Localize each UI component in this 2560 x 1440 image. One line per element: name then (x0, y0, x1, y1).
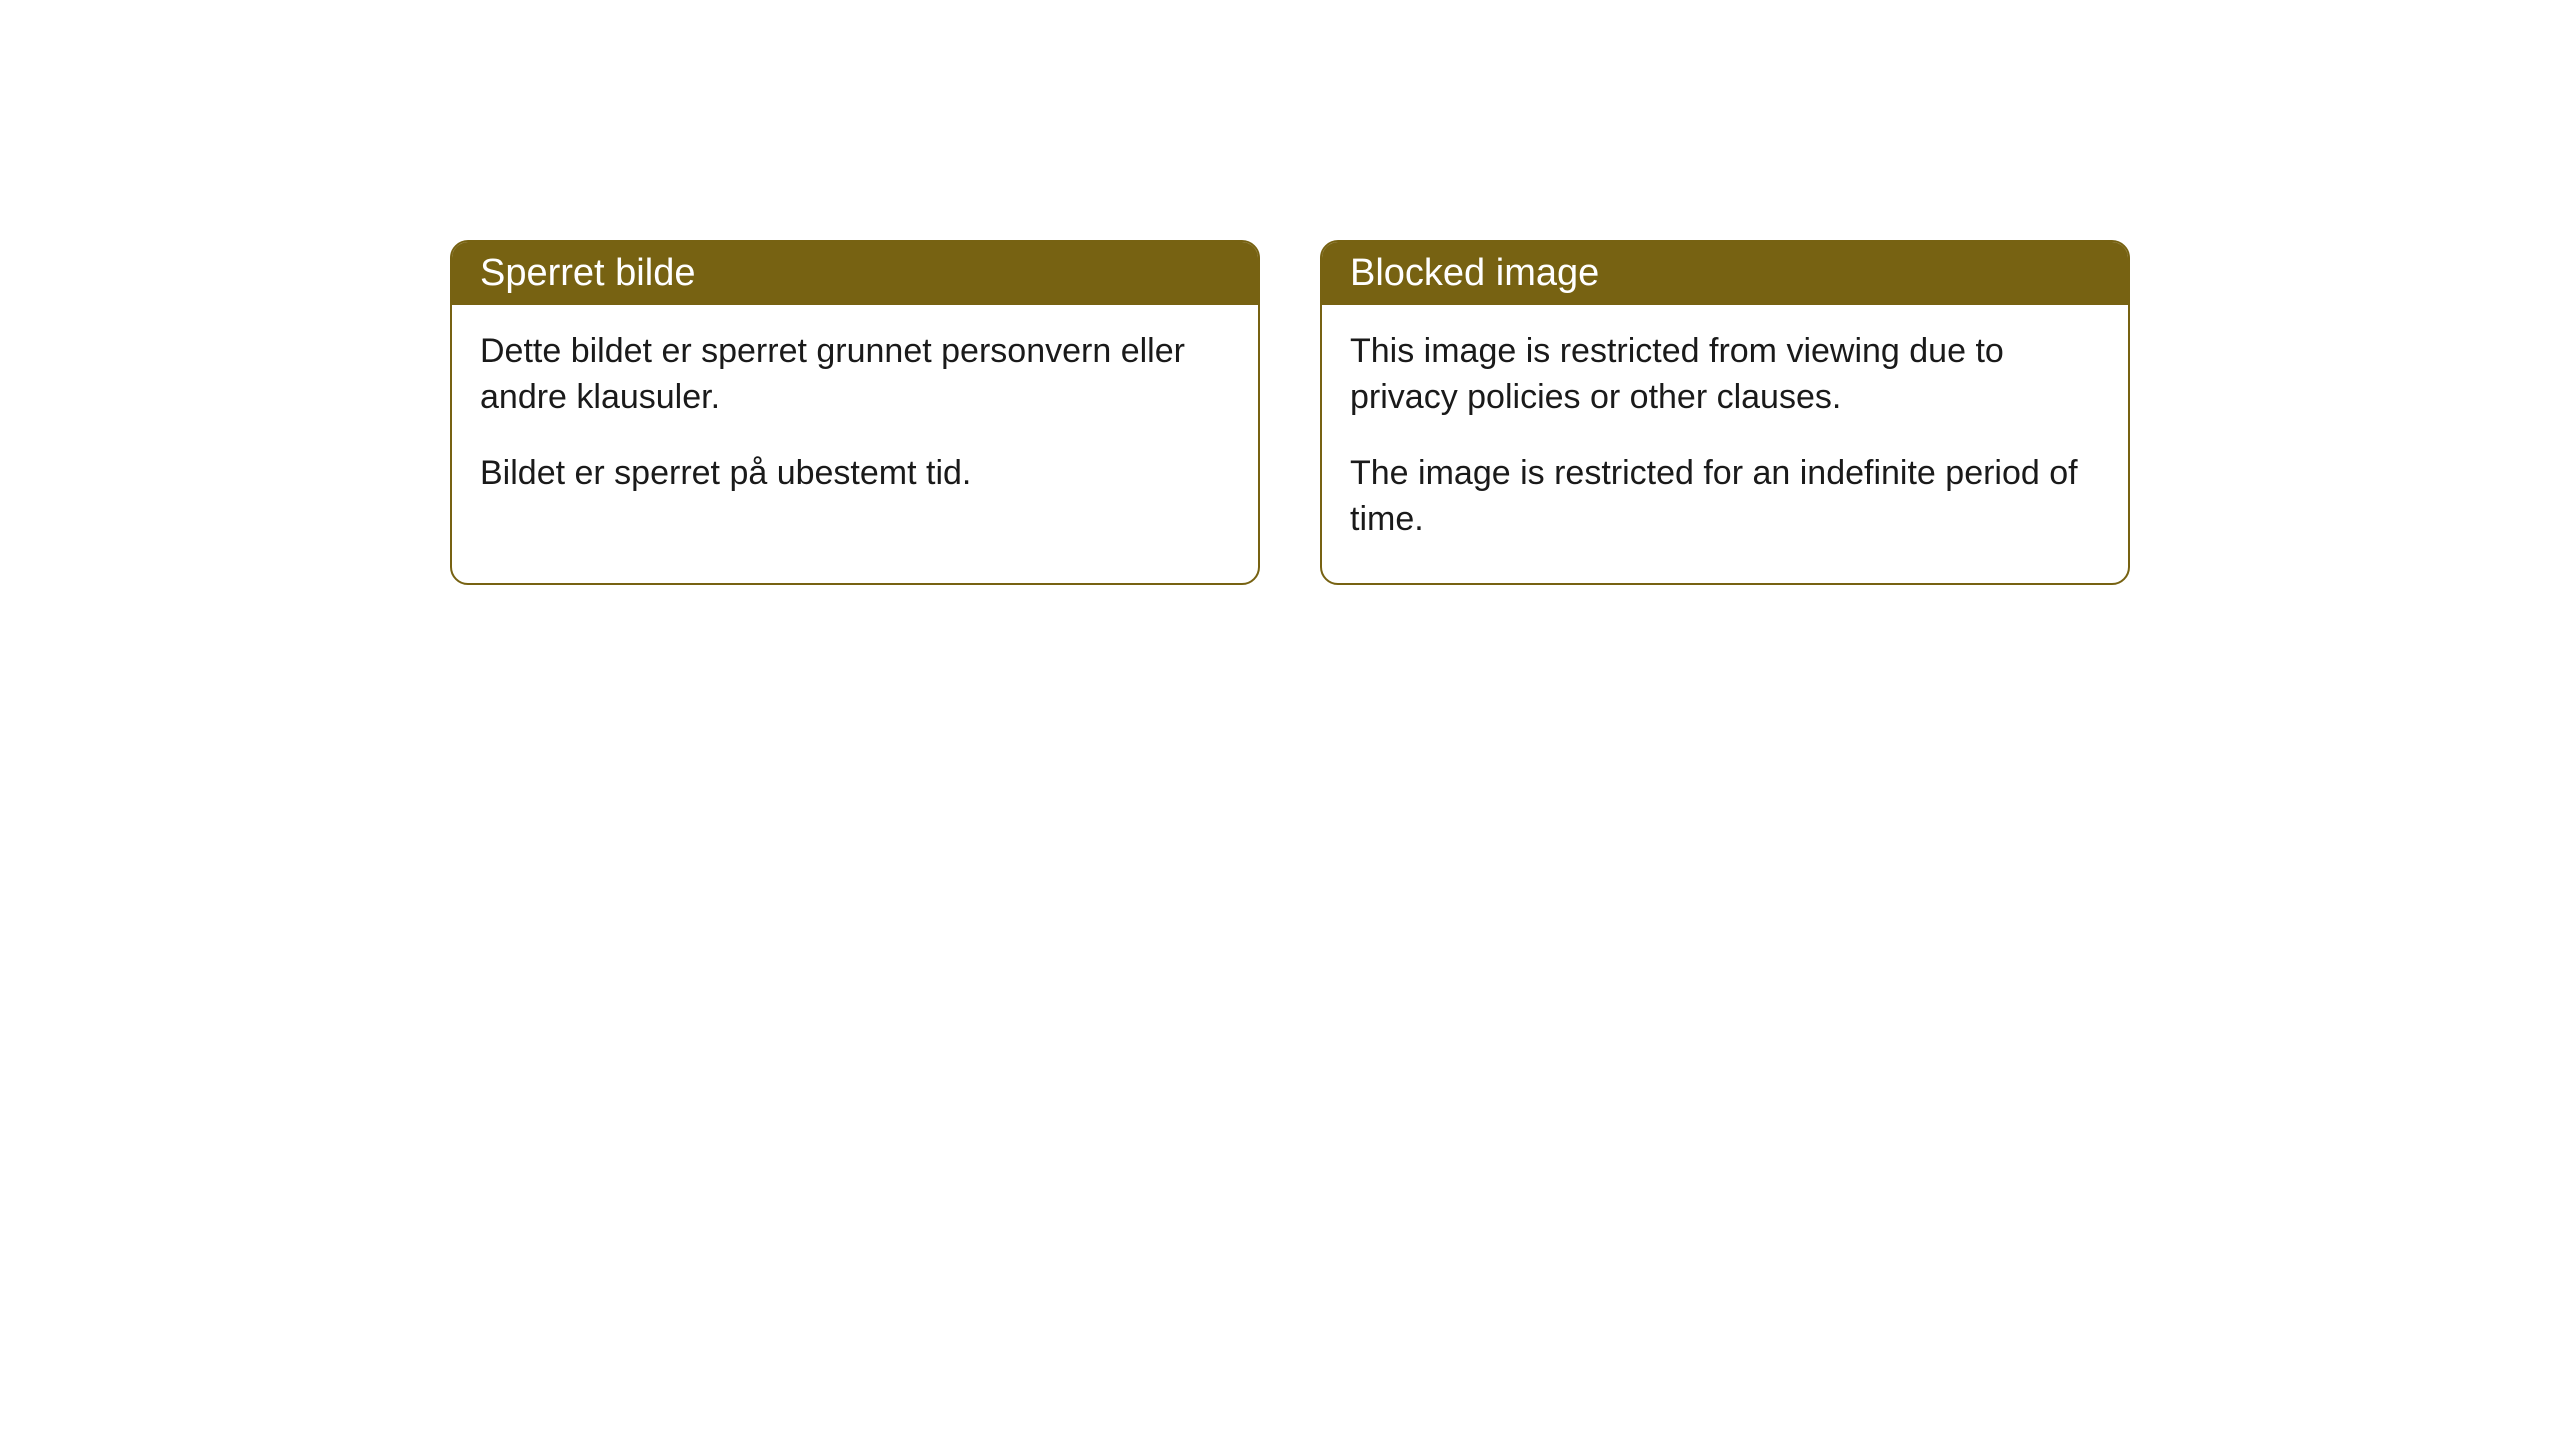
notice-card-norwegian: Sperret bilde Dette bildet er sperret gr… (450, 240, 1260, 585)
card-body: This image is restricted from viewing du… (1322, 305, 2128, 583)
card-header: Sperret bilde (452, 242, 1258, 305)
card-paragraph: This image is restricted from viewing du… (1350, 329, 2100, 421)
card-title: Sperret bilde (480, 252, 695, 294)
notice-card-english: Blocked image This image is restricted f… (1320, 240, 2130, 585)
card-paragraph: Dette bildet er sperret grunnet personve… (480, 329, 1230, 421)
card-title: Blocked image (1350, 252, 1599, 294)
notice-cards-container: Sperret bilde Dette bildet er sperret gr… (450, 240, 2130, 585)
card-body: Dette bildet er sperret grunnet personve… (452, 305, 1258, 537)
card-paragraph: Bildet er sperret på ubestemt tid. (480, 451, 1230, 497)
card-paragraph: The image is restricted for an indefinit… (1350, 451, 2100, 543)
card-header: Blocked image (1322, 242, 2128, 305)
